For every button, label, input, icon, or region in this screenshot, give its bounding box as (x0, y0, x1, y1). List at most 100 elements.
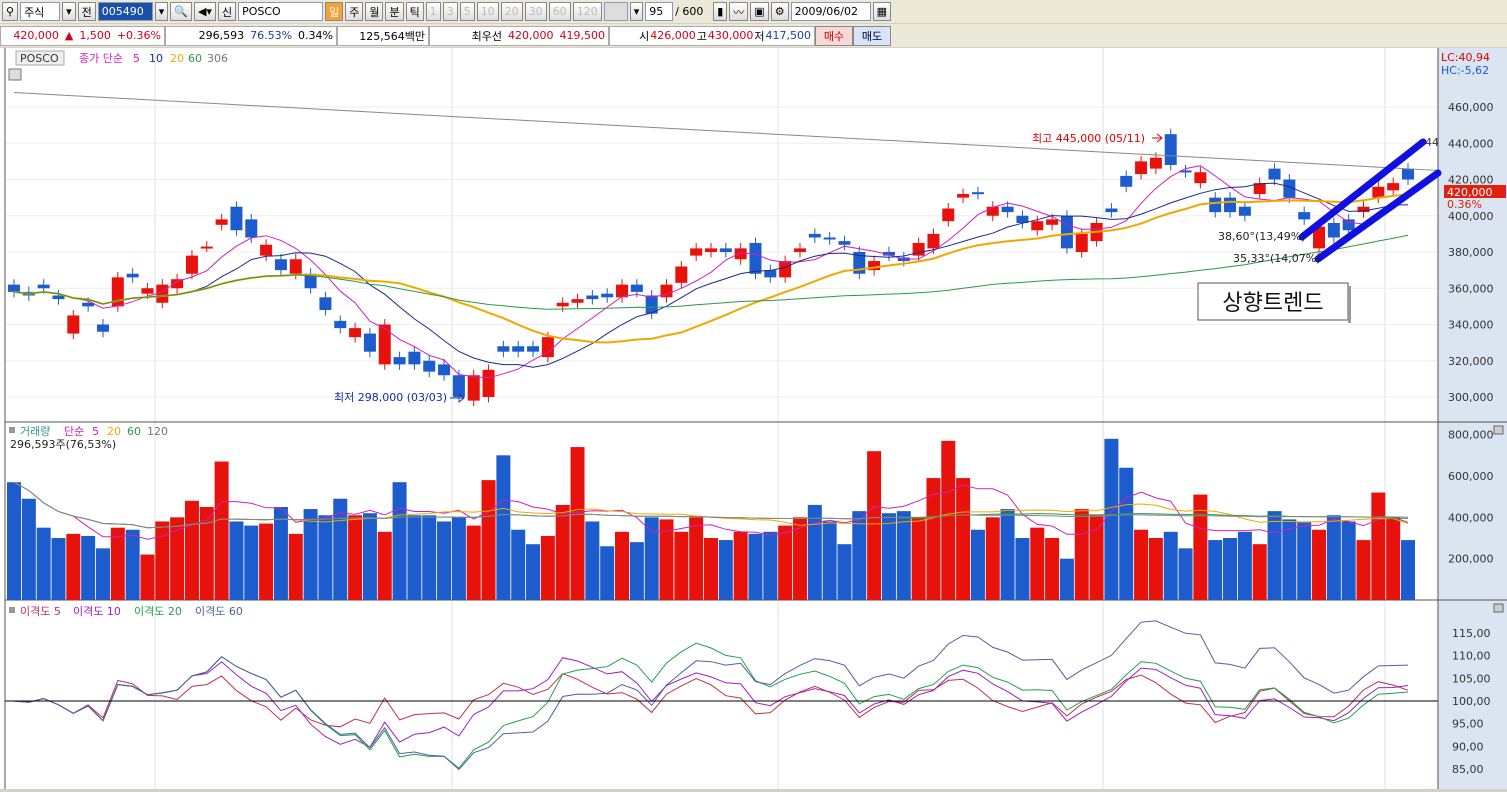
market-select[interactable]: 주식 (20, 2, 61, 21)
volume-bar (1267, 511, 1282, 600)
trend-angle-upper: 38,60°(13,49%) (1218, 230, 1306, 243)
volume-axis-label: 800,000 (1448, 429, 1494, 442)
period-month[interactable]: 월 (365, 2, 384, 21)
volume-bar (822, 521, 837, 600)
candle (438, 364, 451, 376)
buy-button[interactable]: 매수 (815, 25, 853, 46)
volume-bar (1371, 492, 1386, 600)
minute-3[interactable]: 3 (442, 2, 458, 21)
minute-30[interactable]: 30 (524, 2, 547, 21)
period-day[interactable]: 일 (325, 2, 344, 21)
code-input[interactable]: 005490 (97, 2, 153, 21)
volume-bar (244, 525, 259, 600)
volume-bar (733, 531, 748, 600)
volume-bar (896, 511, 911, 600)
candle (690, 248, 703, 256)
minute-5[interactable]: 5 (459, 2, 475, 21)
volume-bar (451, 517, 466, 600)
prefix-button[interactable]: 전 (77, 2, 96, 21)
trend-box-shadow (1348, 286, 1351, 323)
best-quote-label: 최우선 (471, 29, 502, 43)
trend-line-upper[interactable] (1298, 138, 1427, 241)
market-dropdown[interactable]: ▾ (62, 2, 76, 21)
candle (378, 324, 391, 365)
interval-dropdown[interactable]: ▾ (629, 2, 644, 21)
date-input[interactable]: 2009/06/02 (790, 2, 871, 21)
volume-bar (422, 515, 437, 600)
chart-area[interactable]: 460,000 440,000 420,000 400,000 380,000 360,0… (0, 48, 1507, 789)
vol-ma60-legend: 60 (127, 425, 141, 438)
calendar-icon[interactable]: ▦ (872, 2, 891, 21)
volume-bar (155, 521, 170, 600)
disparity-legend-icon (9, 607, 15, 613)
minute-1[interactable]: 1 (425, 2, 441, 21)
volume-bar (881, 513, 896, 600)
trend-angle-lower: 35,33°(14,07%) (1233, 252, 1321, 265)
volume-bar (1386, 517, 1401, 600)
candle (512, 346, 525, 352)
trend-line-lower[interactable] (1314, 169, 1442, 263)
turnover: 0.34% (298, 29, 333, 42)
candle (1327, 223, 1340, 238)
candle (764, 270, 777, 278)
code-dropdown[interactable]: ▾ (154, 2, 169, 21)
period-minute[interactable]: 분 (385, 2, 404, 21)
current-price: 420,000 (13, 29, 59, 42)
period-tick[interactable]: 틱 (405, 2, 424, 21)
volume-bar (600, 546, 615, 600)
volume-value: 296,593주(76,53%) (10, 438, 116, 451)
volume-bar (837, 544, 852, 600)
stock-chart[interactable]: 460,000 440,000 420,000 400,000 380,000 360,0… (0, 48, 1507, 789)
candle (823, 237, 836, 240)
minute-20[interactable]: 20 (500, 2, 523, 21)
volume-bar (1297, 521, 1312, 600)
gear-icon[interactable]: ⚙ (770, 2, 789, 21)
candle (838, 241, 851, 245)
volume-bar (1341, 521, 1356, 600)
volume-bar (95, 548, 110, 600)
minute-10[interactable]: 10 (476, 2, 499, 21)
sell-button[interactable]: 매도 (853, 25, 891, 46)
volume-bar (1134, 529, 1149, 600)
custom-interval[interactable] (603, 2, 628, 21)
candle (393, 357, 406, 365)
minute-60[interactable]: 60 (548, 2, 571, 21)
candle (274, 259, 287, 271)
count-input[interactable]: 95 (645, 2, 674, 21)
candle (645, 295, 658, 314)
volume-bar (911, 517, 926, 600)
volume-bar (66, 533, 81, 600)
ma-label: 종가 단순 (79, 52, 123, 65)
volume-bar (1045, 538, 1060, 600)
chart-menu-icon[interactable] (8, 68, 22, 81)
vol-ma20-legend: 20 (107, 425, 121, 438)
candle (571, 299, 584, 303)
chart-type-icon[interactable]: ▮ (713, 2, 728, 21)
candle (1105, 208, 1118, 213)
volume-bar (496, 455, 511, 600)
candle (882, 252, 895, 256)
disparity-panel-toggle[interactable] (1493, 603, 1504, 613)
indicator-icon[interactable]: 〰 (729, 2, 749, 21)
candle (808, 233, 821, 238)
speaker-icon[interactable]: ◀▾ (193, 2, 216, 21)
candle (452, 375, 465, 397)
candle (334, 320, 347, 329)
candle (1268, 168, 1281, 180)
volume-bar (1000, 509, 1015, 600)
minute-120[interactable]: 120 (572, 2, 602, 21)
save-icon[interactable]: ▣ (750, 2, 769, 21)
period-week[interactable]: 주 (345, 2, 364, 21)
volume-bar (229, 521, 244, 600)
name-prefix[interactable]: 신 (217, 2, 237, 21)
search-icon[interactable]: 🔍 (170, 2, 192, 21)
volume-panel-toggle[interactable] (1493, 425, 1504, 435)
volume-bar (110, 527, 125, 600)
ma60-legend: 60 (188, 52, 202, 65)
volume-ratio: 76.53% (250, 29, 293, 42)
disparity10-legend: 이격도 10 (73, 605, 121, 618)
stock-icon[interactable]: ⚲ (2, 2, 19, 21)
best-quote-cell: 최우선 420,000 419,500 (429, 25, 609, 46)
ma60-line (13, 234, 1409, 310)
trend-end-label: 44 (1425, 136, 1439, 149)
